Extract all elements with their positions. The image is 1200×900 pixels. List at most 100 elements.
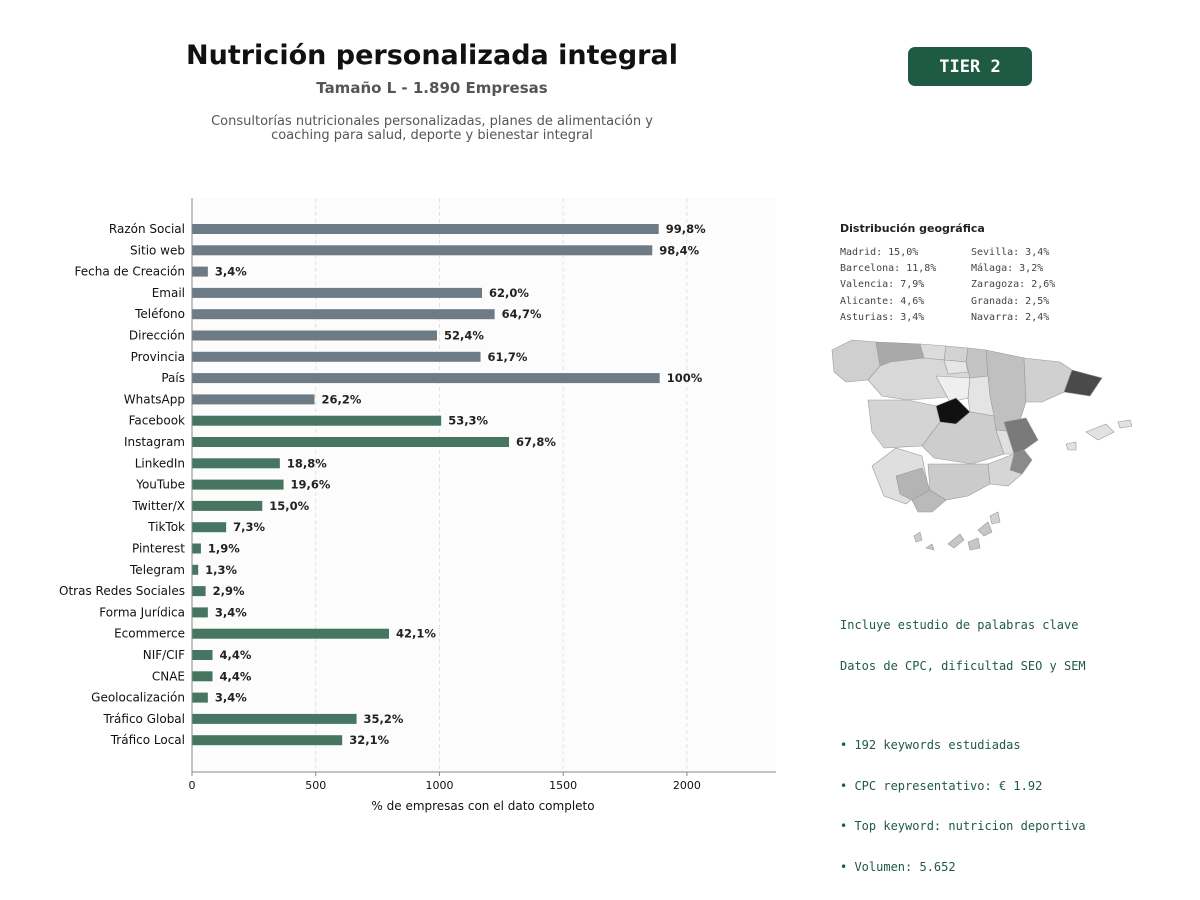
category-label: TikTok	[147, 520, 185, 534]
category-label: Ecommerce	[114, 627, 185, 641]
data-label: 7,3%	[233, 520, 265, 534]
category-label: Provincia	[131, 350, 185, 364]
data-label: 52,4%	[444, 329, 484, 343]
bar	[192, 650, 213, 660]
data-label: 1,3%	[205, 563, 237, 577]
geo-distribution-list: Madrid: 15,0% Sevilla: 3,4% Barcelona: 11,…	[840, 245, 1100, 326]
category-label: Fecha de Creación	[75, 265, 185, 279]
bar	[192, 586, 206, 597]
geo-item: Sevilla: 3,4%	[971, 247, 1050, 258]
bar	[192, 309, 495, 320]
data-label: 32,1%	[349, 733, 389, 747]
category-label: Instagram	[124, 435, 185, 449]
bar	[192, 607, 208, 618]
data-label: 61,7%	[488, 350, 528, 364]
page-description: Consultorías nutricionales personalizada…	[132, 115, 732, 143]
data-label: 3,4%	[215, 265, 247, 279]
geo-item: Barcelona: 11,8%	[840, 263, 937, 275]
bar	[192, 522, 227, 533]
category-label: YouTube	[135, 478, 185, 492]
category-label: NIF/CIF	[143, 648, 185, 662]
geo-item: Asturias: 3,4%	[840, 311, 925, 323]
page-subtitle: Tamaño L - 1.890 Empresas	[316, 79, 548, 97]
bar	[192, 287, 483, 298]
x-tick-label: 1000	[425, 779, 453, 792]
data-label: 4,4%	[220, 669, 252, 683]
map-region-navarra	[965, 347, 989, 379]
map-region-canaries	[925, 521, 993, 551]
data-label: 2,9%	[213, 584, 245, 598]
data-label: 98,4%	[659, 243, 699, 257]
data-label: 62,0%	[489, 286, 529, 300]
page-title: Nutrición personalizada integral	[186, 40, 678, 71]
description-line-1: Consultorías nutricionales personalizada…	[211, 114, 653, 129]
map-region-barcelona	[1063, 369, 1103, 397]
bar	[192, 735, 343, 746]
keywords-line-1: Incluye estudio de palabras clave	[840, 618, 1079, 632]
data-label: 4,4%	[220, 648, 252, 662]
geo-item: Valencia: 7,9%	[840, 279, 925, 291]
category-label: Tráfico Local	[110, 733, 185, 747]
map-region-basque	[943, 345, 969, 363]
bar	[192, 713, 357, 724]
data-label: 18,8%	[287, 456, 327, 470]
spain-map	[828, 336, 1140, 560]
map-region-valencia	[1003, 417, 1039, 455]
bar	[192, 543, 201, 554]
category-label: Dirección	[129, 329, 185, 343]
tier-badge: TIER 2	[908, 47, 1032, 86]
map-region-catalonia-a	[1023, 357, 1073, 403]
data-label: 3,4%	[215, 691, 247, 705]
bar	[192, 500, 263, 511]
bar	[192, 351, 481, 362]
data-label: 100%	[667, 371, 703, 385]
bar	[192, 266, 208, 277]
category-label: Sitio web	[130, 243, 185, 257]
data-label: 26,2%	[321, 392, 361, 406]
bar	[192, 564, 199, 575]
bar	[192, 671, 213, 682]
data-label: 19,6%	[291, 478, 331, 492]
bar	[192, 628, 389, 639]
category-label: País	[161, 371, 185, 385]
map-region-malaga	[911, 489, 947, 513]
map-region-ceuta	[913, 531, 923, 543]
x-tick-label: 500	[305, 779, 326, 792]
geo-item: Navarra: 2,4%	[971, 311, 1050, 323]
category-label: CNAE	[152, 669, 185, 683]
keywords-bullet-3: • Top keyword: nutricion deportiva	[840, 819, 1086, 833]
bar	[192, 330, 437, 341]
data-label: 64,7%	[502, 307, 542, 321]
x-tick-label: 2000	[673, 779, 701, 792]
data-label: 15,0%	[269, 499, 309, 513]
geo-item: Granada: 2,5%	[971, 295, 1050, 307]
data-label: 99,8%	[666, 222, 706, 236]
bar	[192, 437, 509, 447]
bar	[192, 373, 660, 384]
map-region-la-rioja	[943, 359, 969, 375]
data-label: 67,8%	[516, 435, 556, 449]
x-tick-label: 1500	[549, 779, 577, 792]
category-label: Razón Social	[109, 222, 185, 236]
map-region-balearics	[1065, 419, 1133, 451]
data-label: 3,4%	[215, 605, 247, 619]
data-label: 35,2%	[364, 712, 404, 726]
bar	[192, 479, 284, 490]
data-label: 1,9%	[208, 542, 240, 556]
data-label: 42,1%	[396, 627, 436, 641]
keywords-line-2: Datos de CPC, dificultad SEO y SEM	[840, 658, 1086, 673]
category-label: Pinterest	[132, 542, 185, 556]
bar	[192, 692, 208, 703]
map-region-canaries-east	[989, 511, 1001, 525]
bar	[192, 245, 653, 256]
geo-item: Zaragoza: 2,6%	[971, 279, 1056, 291]
category-label: Tráfico Global	[103, 712, 185, 726]
category-label: Otras Redes Sociales	[59, 584, 185, 598]
category-label: Twitter/X	[132, 499, 185, 513]
keywords-panel: Incluye estudio de palabras clave Datos …	[840, 592, 1086, 888]
category-label: Facebook	[129, 414, 185, 428]
category-label: Geolocalización	[91, 691, 185, 705]
geo-item: Alicante: 4,6%	[840, 295, 925, 307]
spain-map-graphic	[831, 339, 1133, 551]
